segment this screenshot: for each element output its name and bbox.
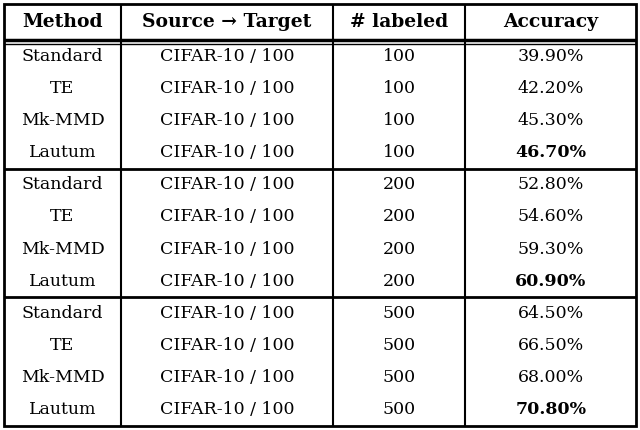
Text: 100: 100 [383, 48, 415, 64]
Text: 54.60%: 54.60% [518, 209, 584, 225]
Text: CIFAR-10 / 100: CIFAR-10 / 100 [159, 112, 294, 129]
Text: 500: 500 [383, 305, 415, 322]
Text: 100: 100 [383, 144, 415, 161]
Text: 100: 100 [383, 80, 415, 97]
Text: 60.90%: 60.90% [515, 273, 586, 290]
Text: Lautum: Lautum [29, 273, 96, 290]
Text: CIFAR-10 / 100: CIFAR-10 / 100 [159, 209, 294, 225]
Text: Accuracy: Accuracy [503, 13, 598, 31]
Text: CIFAR-10 / 100: CIFAR-10 / 100 [159, 144, 294, 161]
Text: 68.00%: 68.00% [518, 369, 584, 386]
Text: 59.30%: 59.30% [517, 240, 584, 258]
Text: Mk-MMD: Mk-MMD [20, 369, 104, 386]
Text: CIFAR-10 / 100: CIFAR-10 / 100 [159, 48, 294, 64]
Text: 46.70%: 46.70% [515, 144, 586, 161]
Text: CIFAR-10 / 100: CIFAR-10 / 100 [159, 402, 294, 418]
Text: CIFAR-10 / 100: CIFAR-10 / 100 [159, 240, 294, 258]
Text: 64.50%: 64.50% [518, 305, 584, 322]
Text: 200: 200 [383, 273, 415, 290]
Text: # labeled: # labeled [350, 13, 448, 31]
Text: Lautum: Lautum [29, 144, 96, 161]
Text: CIFAR-10 / 100: CIFAR-10 / 100 [159, 337, 294, 354]
Text: 500: 500 [383, 369, 415, 386]
Text: TE: TE [51, 80, 75, 97]
Text: TE: TE [51, 337, 75, 354]
Text: 52.80%: 52.80% [518, 176, 584, 193]
Text: Standard: Standard [22, 48, 103, 64]
Text: Method: Method [22, 13, 103, 31]
Text: CIFAR-10 / 100: CIFAR-10 / 100 [159, 80, 294, 97]
Text: Standard: Standard [22, 176, 103, 193]
Text: CIFAR-10 / 100: CIFAR-10 / 100 [159, 176, 294, 193]
Text: CIFAR-10 / 100: CIFAR-10 / 100 [159, 369, 294, 386]
Text: Standard: Standard [22, 305, 103, 322]
Text: 45.30%: 45.30% [518, 112, 584, 129]
Text: CIFAR-10 / 100: CIFAR-10 / 100 [159, 273, 294, 290]
Text: 200: 200 [383, 176, 415, 193]
Text: Mk-MMD: Mk-MMD [20, 240, 104, 258]
Text: 39.90%: 39.90% [517, 48, 584, 64]
Text: Lautum: Lautum [29, 402, 96, 418]
Text: 42.20%: 42.20% [518, 80, 584, 97]
Text: 200: 200 [383, 240, 415, 258]
Text: 200: 200 [383, 209, 415, 225]
Text: 100: 100 [383, 112, 415, 129]
Text: 66.50%: 66.50% [518, 337, 584, 354]
Text: Source → Target: Source → Target [142, 13, 312, 31]
Text: Mk-MMD: Mk-MMD [20, 112, 104, 129]
Text: 70.80%: 70.80% [515, 402, 586, 418]
Text: 500: 500 [383, 402, 415, 418]
Text: 500: 500 [383, 337, 415, 354]
Text: CIFAR-10 / 100: CIFAR-10 / 100 [159, 305, 294, 322]
Text: TE: TE [51, 209, 75, 225]
